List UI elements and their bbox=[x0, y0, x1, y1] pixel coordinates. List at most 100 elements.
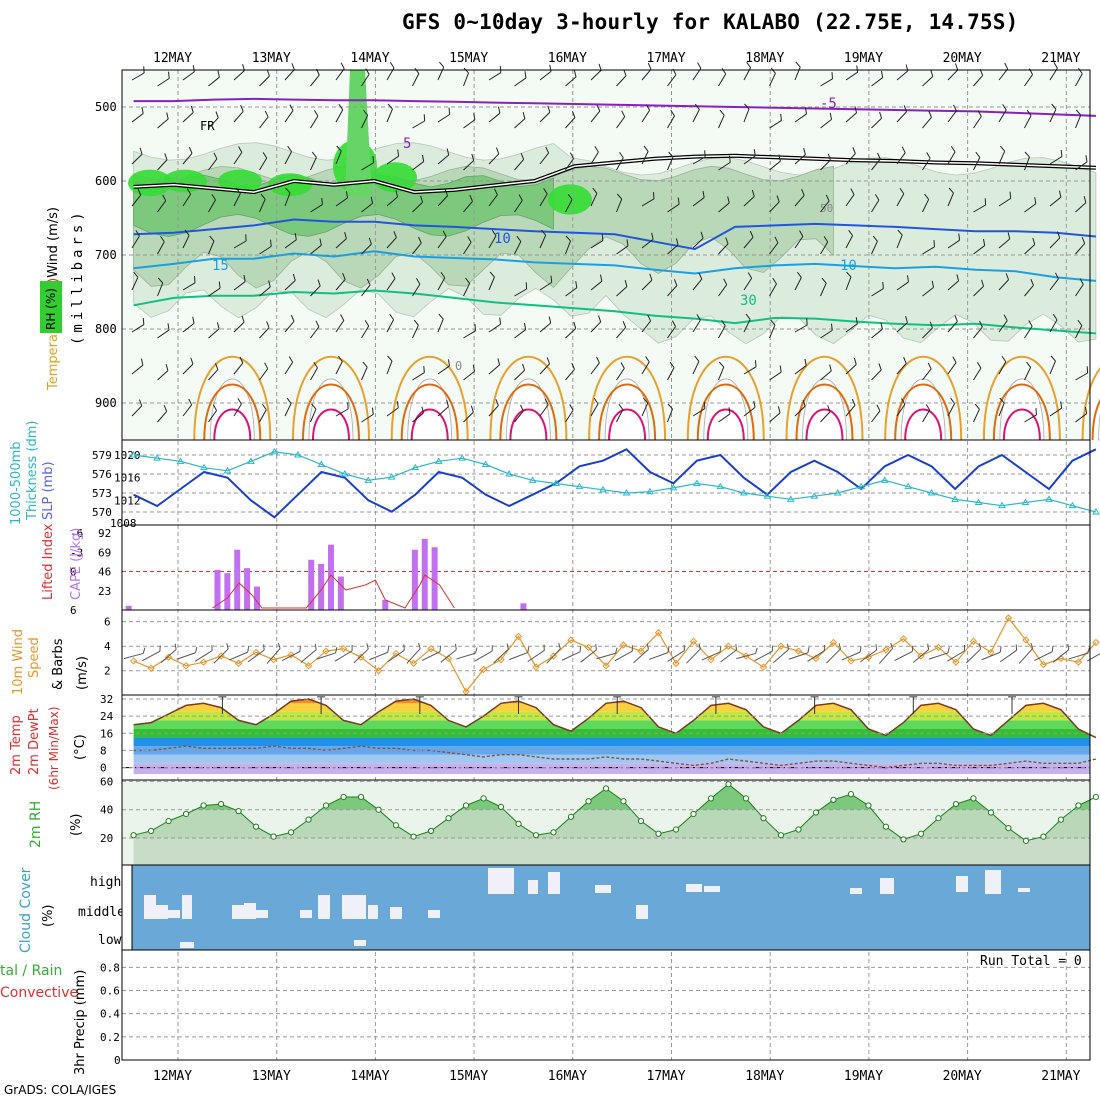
wind-barb bbox=[335, 62, 345, 81]
wind-barb bbox=[896, 187, 905, 207]
thickness-point bbox=[176, 457, 185, 464]
panel-frame-precip bbox=[121, 949, 1091, 1061]
barb-shaft bbox=[131, 194, 142, 207]
barb-feather bbox=[974, 403, 980, 410]
wind-barb bbox=[896, 229, 903, 249]
sbarb-shaft bbox=[807, 650, 825, 662]
day-tick-bottom: 12MAY bbox=[153, 1069, 192, 1084]
wind-barb bbox=[131, 317, 145, 333]
tick-cape: 92 bbox=[98, 527, 111, 540]
barb-feather bbox=[778, 154, 781, 162]
contour-label: 5 bbox=[403, 136, 411, 152]
barb-shaft bbox=[284, 361, 294, 375]
barb-shaft bbox=[896, 234, 903, 249]
wind-barb bbox=[157, 405, 168, 423]
wind-barb bbox=[590, 187, 598, 207]
barb-feather bbox=[240, 105, 244, 112]
barb-feather bbox=[616, 193, 623, 200]
sbarb-feather bbox=[527, 646, 530, 653]
thickness-point bbox=[1068, 501, 1077, 509]
barb-feather bbox=[774, 236, 779, 244]
barb-feather bbox=[1005, 273, 1010, 280]
wind-point bbox=[847, 657, 855, 665]
thickness-point bbox=[693, 479, 701, 486]
barb-shaft bbox=[182, 152, 193, 165]
wind-barb bbox=[412, 67, 420, 87]
barb-feather bbox=[317, 279, 321, 287]
sbarb-feather bbox=[263, 644, 265, 651]
barb-shaft bbox=[233, 403, 242, 417]
barb-feather bbox=[747, 272, 753, 279]
wind-barb bbox=[157, 235, 165, 255]
barb-shaft bbox=[692, 197, 705, 207]
barb-feather bbox=[214, 363, 219, 370]
wind-barb bbox=[463, 324, 476, 339]
surface-barb bbox=[965, 643, 982, 664]
barb-shaft bbox=[1024, 244, 1036, 255]
barb-feather bbox=[697, 62, 702, 69]
panel-frame-cape-li bbox=[121, 524, 1091, 611]
barb-shaft bbox=[310, 204, 323, 213]
barb-feather bbox=[391, 272, 396, 279]
wind-barb bbox=[565, 281, 578, 297]
barb-shaft bbox=[845, 323, 858, 333]
wind-barb bbox=[259, 362, 269, 381]
barb-shaft bbox=[182, 322, 195, 333]
wind-barb bbox=[131, 230, 140, 249]
barb-feather bbox=[948, 187, 954, 194]
barb-feather bbox=[520, 404, 524, 412]
surface-barb bbox=[353, 643, 369, 664]
barb-feather bbox=[952, 104, 957, 112]
barb-shaft bbox=[157, 200, 167, 213]
sbarb-feather bbox=[698, 643, 701, 649]
barb-feather bbox=[567, 193, 573, 200]
sbarb-feather bbox=[1030, 642, 1034, 649]
barb-shaft bbox=[616, 286, 628, 297]
sbarb-shaft bbox=[387, 649, 405, 663]
tick-precip: 0.4 bbox=[100, 1008, 120, 1021]
barb-feather bbox=[829, 112, 833, 120]
wind-barb bbox=[157, 153, 168, 171]
barb-shaft bbox=[208, 328, 220, 339]
day-tick-bottom: 15MAY bbox=[449, 1069, 488, 1084]
barb-shaft bbox=[590, 362, 600, 375]
contour-warm bbox=[992, 383, 1051, 441]
barb-shaft bbox=[1075, 243, 1086, 255]
series-2m-dewpt bbox=[133, 745, 1097, 769]
tick-rh: 40 bbox=[100, 804, 113, 817]
wind-barb bbox=[386, 313, 395, 333]
barb-feather bbox=[186, 188, 192, 195]
barb-shaft bbox=[437, 154, 450, 165]
sbarb-feather bbox=[506, 643, 509, 650]
wind-barb bbox=[896, 316, 908, 333]
barb-feather bbox=[1057, 231, 1061, 239]
barb-shaft bbox=[845, 112, 857, 123]
wind-barb bbox=[896, 398, 906, 417]
thickness-point bbox=[833, 489, 842, 496]
thickness-point bbox=[153, 454, 161, 461]
wind-point bbox=[934, 643, 943, 652]
barb-feather bbox=[345, 191, 348, 199]
barb-shaft bbox=[386, 155, 399, 165]
barb-feather bbox=[238, 146, 243, 153]
wind-barb bbox=[514, 194, 523, 213]
wind-barb bbox=[667, 238, 679, 255]
sbarb-feather bbox=[978, 643, 982, 650]
wind-barb bbox=[157, 277, 164, 297]
barb-shaft bbox=[947, 192, 954, 207]
barb-feather bbox=[728, 155, 731, 163]
barb-shaft bbox=[310, 285, 321, 297]
barb-feather bbox=[595, 356, 600, 364]
wind-barb bbox=[590, 63, 602, 81]
barb-feather bbox=[727, 196, 730, 204]
wind-barb bbox=[616, 403, 624, 423]
wind-barb bbox=[718, 155, 731, 171]
barb-feather bbox=[522, 363, 526, 371]
thickness-point bbox=[810, 492, 819, 499]
barb-feather bbox=[897, 229, 903, 236]
barb-feather bbox=[342, 273, 346, 280]
barb-shaft bbox=[616, 327, 627, 339]
barb-feather bbox=[950, 397, 955, 404]
